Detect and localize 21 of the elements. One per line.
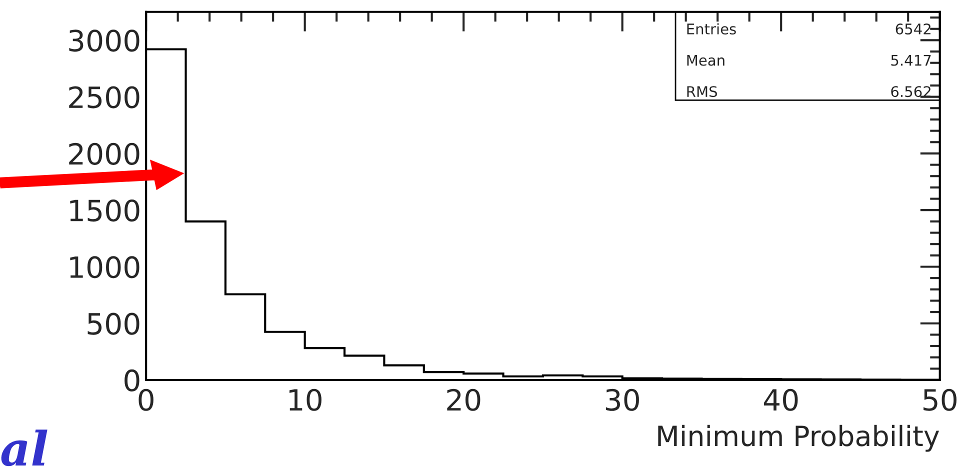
x-tick-label: 30 <box>606 388 639 411</box>
annotation: Mean <box>687 54 724 66</box>
annotation: 6542 <box>896 23 930 35</box>
y-tick-label: 0 <box>124 369 140 392</box>
y-tick-label: 500 <box>88 312 140 335</box>
y-tick-label: 1500 <box>70 200 140 222</box>
annotation: Entries <box>687 23 736 35</box>
annotation: 6.562 <box>891 86 930 98</box>
x-tick-label: 50 <box>924 388 956 411</box>
x-axis-title: Minimum Probability <box>658 424 940 452</box>
y-tick-label: 2000 <box>69 142 140 165</box>
annotation: 5.417 <box>891 54 931 66</box>
y-tick-label: 2500 <box>69 86 140 108</box>
x-tick-label: 40 <box>764 388 798 411</box>
x-tick-label: 0 <box>138 388 154 411</box>
y-tick-label: 1000 <box>70 256 140 278</box>
x-tick-label: 20 <box>447 388 480 411</box>
x-tick-label: 10 <box>289 388 322 411</box>
y-tick-label: 3000 <box>69 30 140 52</box>
text: al <box>1 430 48 466</box>
annotation: RMS <box>687 86 718 98</box>
